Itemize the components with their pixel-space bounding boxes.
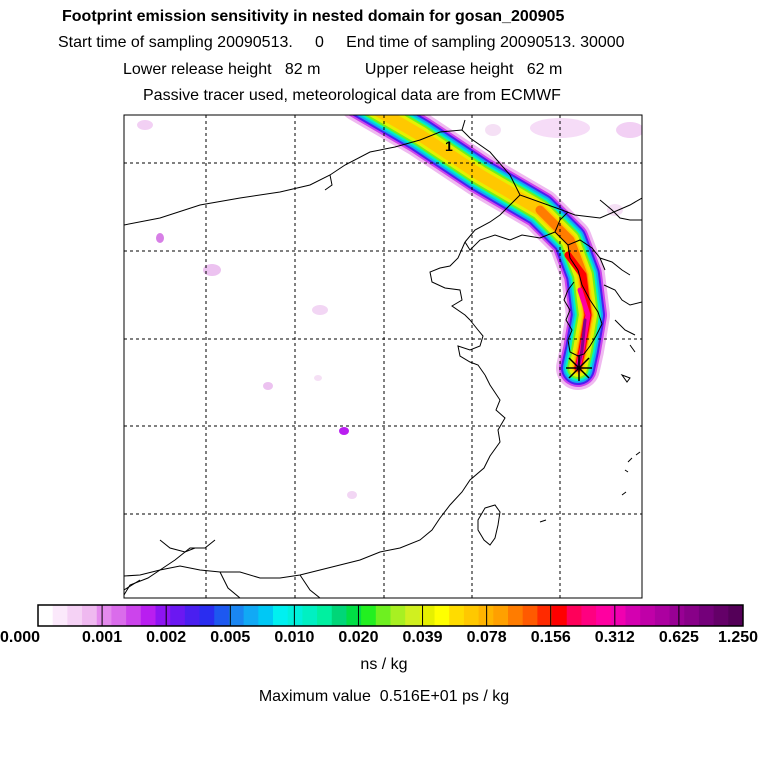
colorbar-tick-label: 0.156: [530, 629, 571, 646]
colorbar-cell: [610, 605, 626, 626]
colorbar-cell: [155, 605, 171, 626]
colorbar-tick-label: 0.078: [466, 629, 507, 646]
maximum-value-label: Maximum value 0.516E+01 ps / kg: [258, 688, 510, 705]
colorbar-cell: [654, 605, 671, 626]
colorbar-cell: [390, 605, 406, 626]
colorbar-cell: [258, 605, 274, 626]
colorbar-cell: [375, 605, 391, 626]
colorbar-tick-label: 1.250: [717, 629, 759, 646]
lat-lon-grid: [124, 115, 642, 598]
colorbar-frame: [37, 604, 744, 627]
colorbar-tick-label: 0.000: [0, 629, 41, 646]
colorbar-cell: [126, 605, 142, 626]
plume: [344, 115, 610, 390]
colorbar-cell: [302, 605, 318, 626]
colorbar-cell: [698, 605, 715, 626]
colorbar-cell: [581, 605, 597, 626]
colorbar-units: ns / kg: [360, 656, 408, 673]
tracer-info-line: Passive tracer used, meteorological data…: [143, 87, 561, 104]
colorbar-cell: [273, 605, 289, 626]
colorbar-tick-label: 0.039: [402, 629, 443, 646]
colorbar-cell: [596, 605, 612, 626]
coastlines: [124, 119, 642, 598]
colorbar-cell: [566, 605, 582, 626]
colorbar-cell: [96, 605, 112, 626]
colorbar-cell: [405, 605, 421, 626]
colorbar-cell: [140, 605, 156, 626]
sampling-time-line: Start time of sampling 20090513. 0 End t…: [58, 34, 625, 51]
colorbar-tick-label: 0.005: [210, 629, 251, 646]
colorbar-cell: [111, 605, 127, 626]
footprint-map: 1: [123, 114, 643, 599]
colorbar-cell: [493, 605, 509, 626]
colorbar-tick-label: 0.020: [338, 629, 379, 646]
colorbar-cell: [669, 605, 685, 626]
colorbar-cell: [434, 605, 450, 626]
colorbar-tick-label: 0.312: [594, 629, 635, 646]
colorbar-cell: [331, 605, 347, 626]
colorbar-cell: [67, 605, 83, 626]
colorbar-cell: [228, 605, 245, 626]
colorbar-cell: [449, 605, 465, 626]
release-height-line: Lower release height 82 m Upper release …: [123, 61, 563, 78]
colorbar-cell: [463, 605, 480, 626]
colorbar-tick-label: 0.010: [274, 629, 315, 646]
colorbar-cell: [346, 605, 362, 626]
colorbar-cell: [287, 605, 303, 626]
colorbar-cell: [243, 605, 259, 626]
colorbar-cell: [728, 605, 744, 626]
colorbar-cell: [508, 605, 524, 626]
colorbar-cell: [52, 605, 68, 626]
plume-label: 1: [445, 138, 453, 154]
colorbar-cell: [82, 605, 98, 626]
colorbar-cell: [170, 605, 186, 626]
colorbar-cell: [214, 605, 230, 626]
colorbar-cell: [537, 605, 553, 626]
colorbar-tick-label: 0.001: [82, 629, 123, 646]
colorbar-cell: [552, 605, 568, 626]
colorbar: [37, 604, 744, 627]
asterisk-icon: [566, 355, 592, 381]
colorbar-cell: [361, 605, 377, 626]
colorbar-cell: [317, 605, 333, 626]
colorbar-cell: [419, 605, 436, 626]
colorbar-cell: [684, 605, 700, 626]
plot-title: Footprint emission sensitivity in nested…: [62, 8, 565, 25]
map-frame: [123, 114, 643, 599]
colorbar-tick-label: 0.625: [658, 629, 699, 646]
colorbar-cell: [625, 605, 641, 626]
colorbar-cell: [640, 605, 656, 626]
colorbar-cell: [199, 605, 215, 626]
colorbar-cell: [38, 605, 54, 626]
colorbar-tick-label: 0.002: [146, 629, 187, 646]
colorbar-cell: [184, 605, 201, 626]
colorbar-cell: [522, 605, 538, 626]
colorbar-cell: [713, 605, 729, 626]
